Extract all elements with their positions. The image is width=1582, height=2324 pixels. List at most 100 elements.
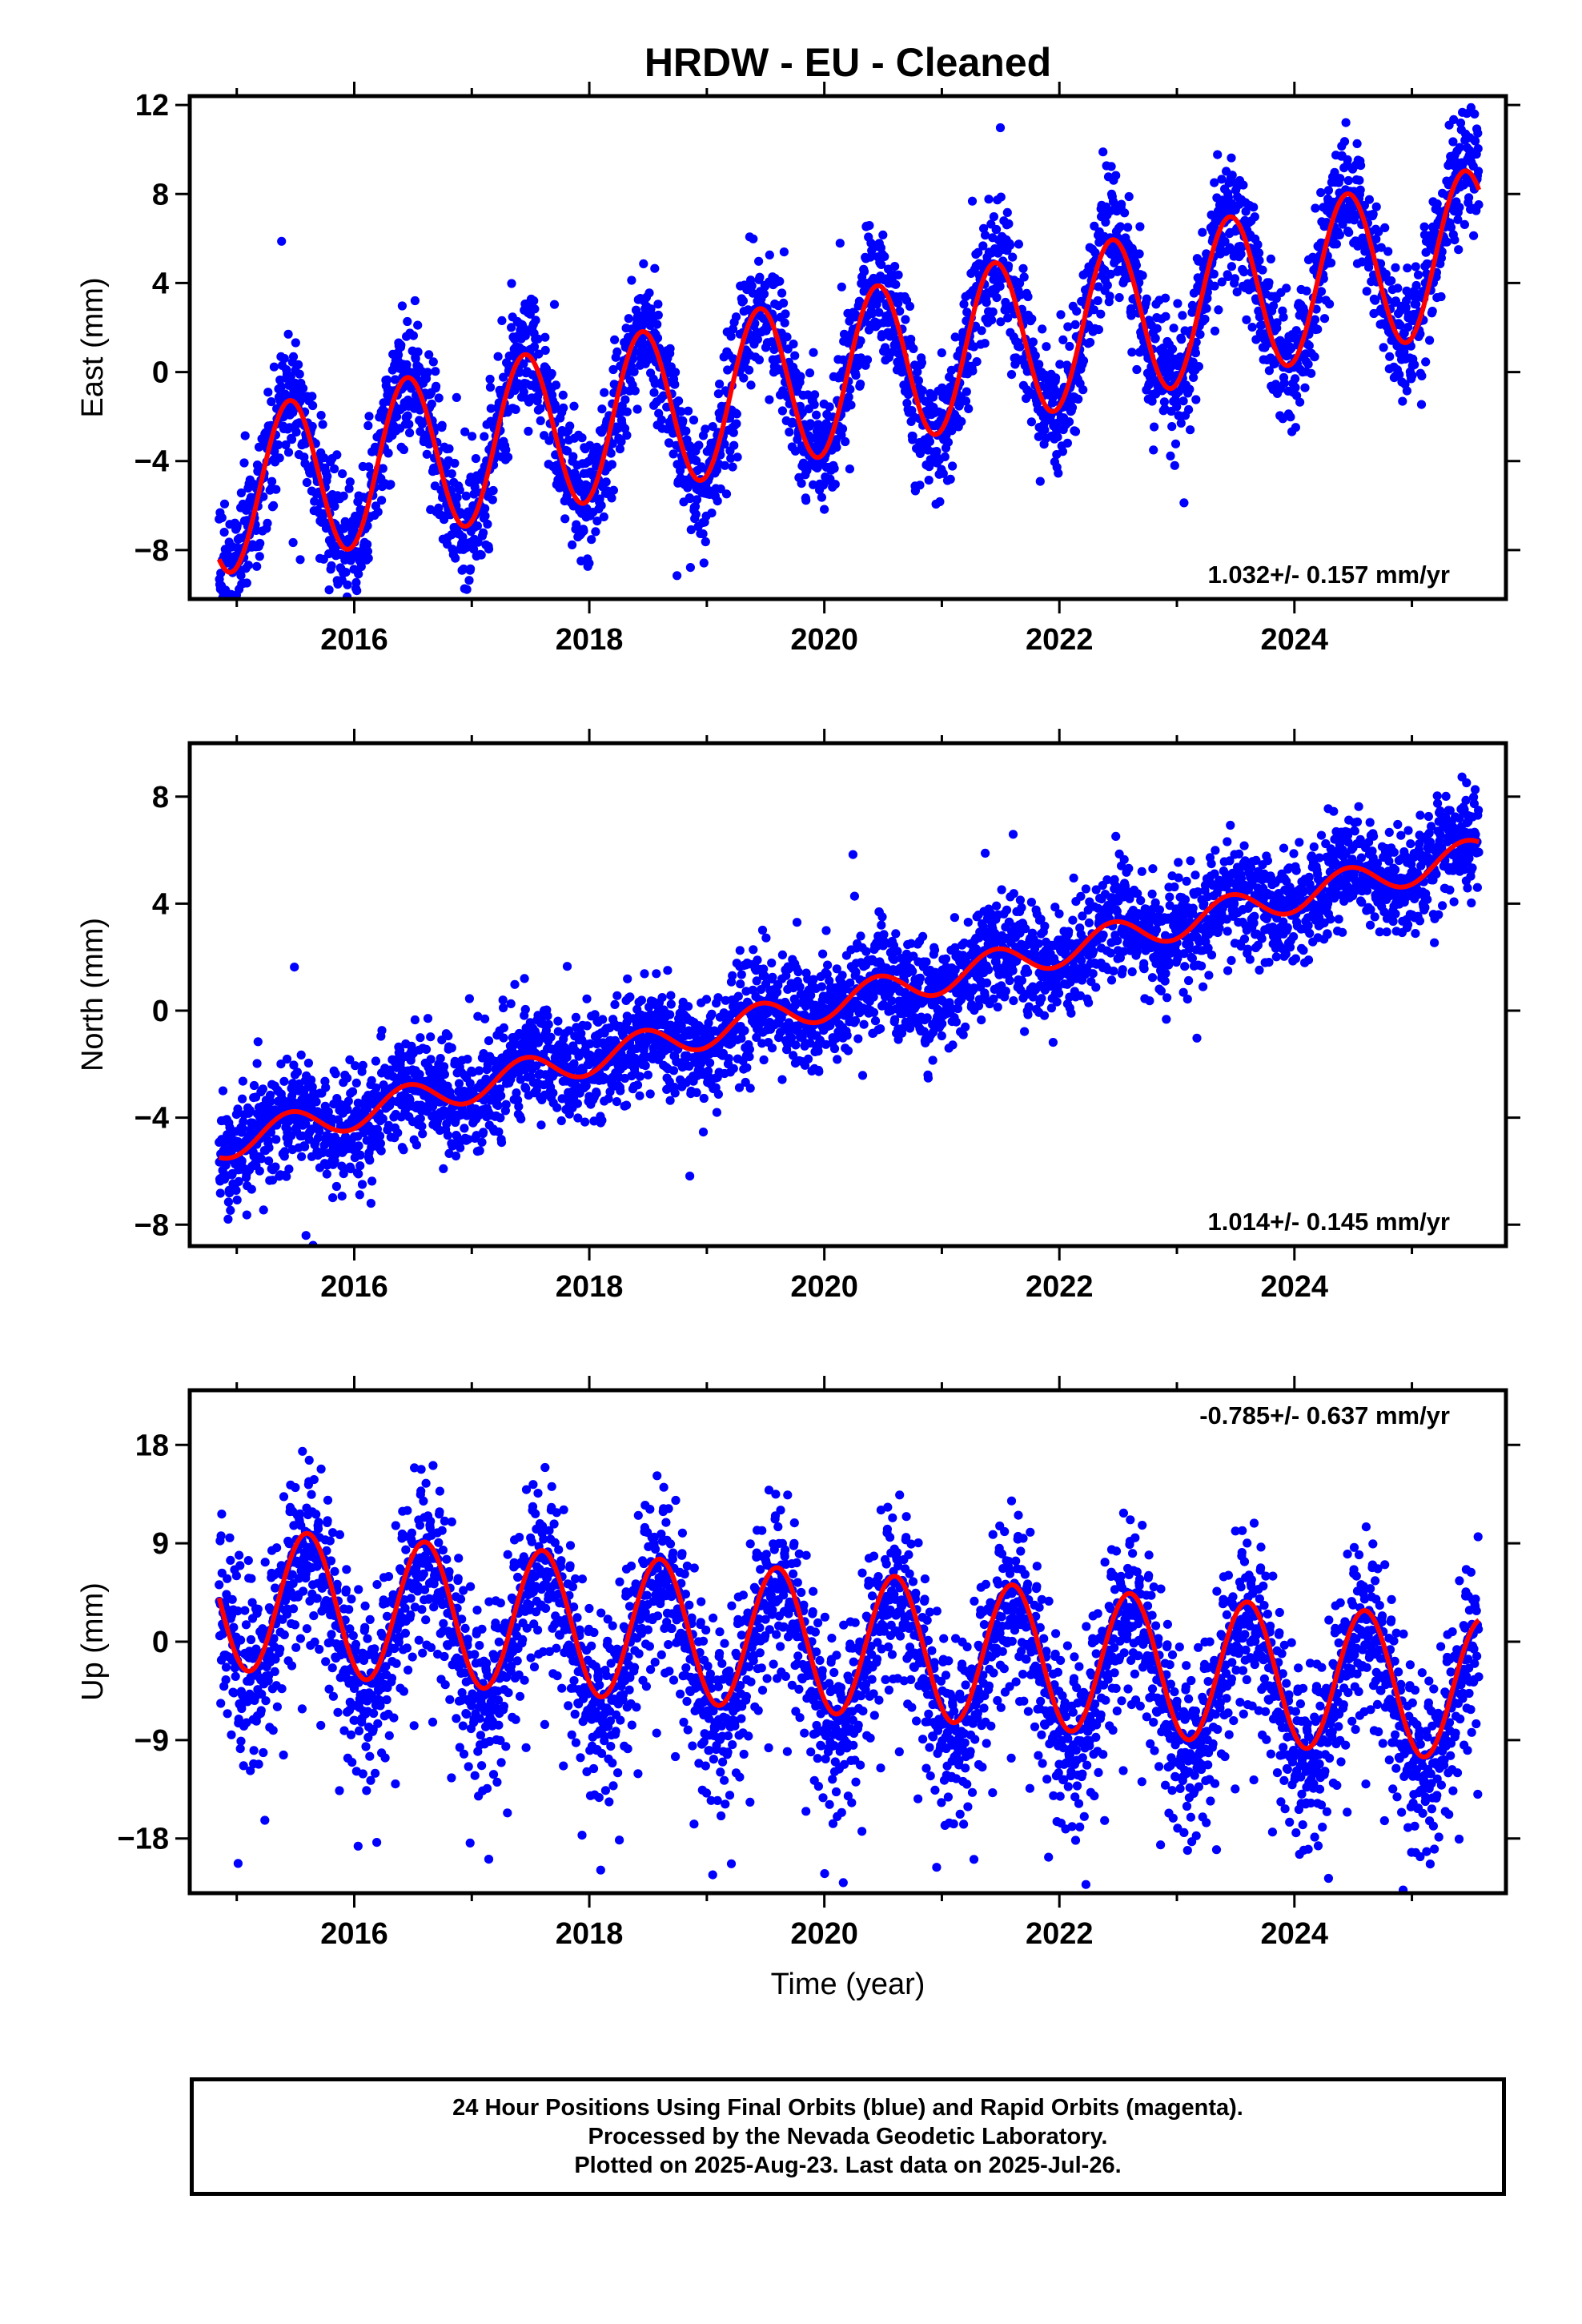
data-point [1167,344,1178,354]
data-point [452,493,462,502]
data-point [218,1086,228,1096]
data-point [1391,263,1400,272]
data-point [259,492,268,501]
data-point [511,404,520,414]
data-point [728,324,738,334]
data-point [1316,187,1326,198]
rate-label-east: 1.032+/- 0.157 mm/yr [1208,561,1450,589]
data-point [518,323,528,332]
data-point [1124,191,1134,202]
data-point [577,433,587,443]
data-point [632,1080,643,1090]
data-point [996,317,1006,327]
data-point [755,272,765,282]
data-point [471,454,481,464]
data-point [1387,276,1396,286]
data-point [592,517,602,526]
data-point [422,449,432,459]
data-point [277,236,287,246]
data-point [938,468,948,478]
data-point [551,380,561,390]
data-point [355,1161,365,1171]
data-point [440,515,449,525]
data-point [515,368,524,377]
data-point [1237,243,1247,252]
data-point [1004,219,1014,229]
data-point [1393,283,1403,293]
data-point [608,485,619,495]
data-point [1402,386,1411,396]
data-point [423,368,432,377]
data-point [810,390,820,400]
data-point [817,493,826,502]
data-point [231,1185,241,1195]
data-point [1019,272,1029,282]
data-point [1086,337,1095,348]
data-point [571,1012,581,1022]
data-point [1152,324,1162,333]
data-point [856,336,865,346]
data-point [243,561,253,570]
data-point [431,367,440,376]
data-point [299,384,308,393]
data-point [416,1114,425,1124]
data-point [413,320,423,330]
data-point [530,304,540,314]
data-point [519,359,528,368]
data-point [383,448,393,458]
data-point [351,1078,361,1088]
data-point [327,561,336,571]
data-point [230,609,239,618]
data-point [294,360,303,369]
data-point [685,563,696,573]
data-point [1063,322,1073,332]
data-point [607,493,616,503]
data-point [621,1100,632,1110]
data-point [720,460,730,470]
data-point [639,259,648,268]
data-point [356,561,366,572]
data-point [418,1129,428,1139]
data-point [1368,209,1378,219]
data-point [366,1199,375,1208]
data-point [612,1097,622,1107]
data-point [775,276,785,286]
data-point [1355,185,1365,195]
data-point [263,518,272,529]
data-point [434,393,444,403]
data-point [959,300,969,309]
data-point [1040,425,1050,435]
data-point [895,307,905,316]
data-point [1436,292,1446,302]
data-point [1132,364,1142,375]
data-point [665,1096,675,1105]
data-point [1038,324,1047,334]
data-point [844,392,853,402]
data-point [935,497,945,507]
data-point [247,615,255,624]
data-point [1126,311,1136,320]
data-point [1058,447,1067,456]
data-point [1015,342,1025,352]
data-point [981,231,990,240]
data-point [707,509,717,518]
data-point [671,368,681,377]
data-point [529,296,539,306]
data-point [397,301,407,311]
data-point [1247,323,1257,332]
data-point [498,995,508,1005]
data-point [1227,262,1236,271]
data-point [677,407,686,416]
data-point [507,323,516,332]
data-point [259,1205,268,1215]
data-point [216,569,226,578]
data-point [616,436,626,447]
data-point [1078,356,1089,366]
data-point [924,476,934,485]
data-point [410,296,420,306]
data-point [649,388,659,397]
data-point [1026,417,1036,427]
data-point [754,355,765,364]
data-point [220,601,229,609]
data-point [472,521,483,531]
